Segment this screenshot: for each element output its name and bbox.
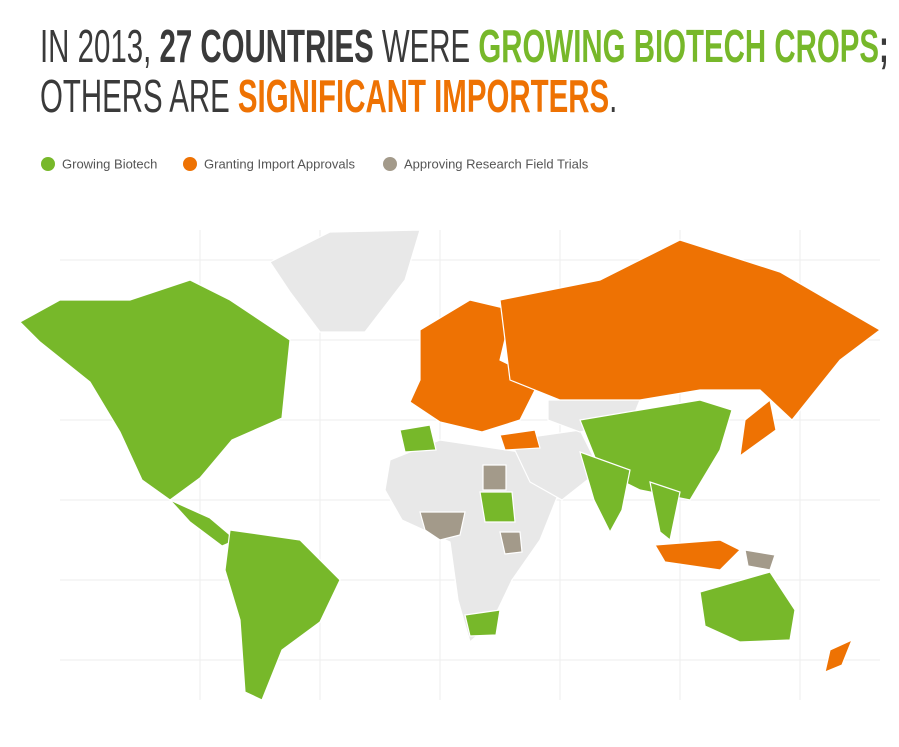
title-segment: WERE bbox=[374, 22, 479, 73]
southeast-asia bbox=[649, 481, 681, 542]
title-segment: OTHERS ARE bbox=[40, 72, 238, 123]
papua-new-guinea bbox=[744, 549, 776, 571]
title-segment: IN 2013, bbox=[40, 22, 159, 73]
title-line: IN 2013, 27 COUNTRIES WERE GROWING BIOTE… bbox=[40, 22, 889, 73]
legend-swatch bbox=[383, 157, 397, 171]
egypt bbox=[482, 464, 507, 491]
title-segment: . bbox=[609, 72, 617, 123]
central-america bbox=[169, 499, 238, 547]
title-segment: SIGNIFICANT IMPORTERS bbox=[238, 72, 609, 123]
north-america bbox=[19, 279, 291, 501]
title-line: OTHERS ARE SIGNIFICANT IMPORTERS. bbox=[40, 72, 617, 123]
legend-label: Granting Import Approvals bbox=[204, 156, 356, 171]
east-africa bbox=[499, 531, 523, 555]
title-segment: 27 COUNTRIES bbox=[159, 22, 373, 73]
title: IN 2013, 27 COUNTRIES WERE GROWING BIOTE… bbox=[40, 22, 889, 123]
legend-label: Growing Biotech bbox=[62, 156, 157, 171]
title-text: OTHERS ARE SIGNIFICANT IMPORTERS. bbox=[40, 72, 617, 123]
spain bbox=[399, 424, 437, 453]
west-africa bbox=[419, 511, 466, 541]
world-map bbox=[19, 229, 882, 701]
south-africa bbox=[464, 609, 501, 637]
europe bbox=[409, 299, 541, 433]
turkey bbox=[499, 429, 541, 451]
title-segment: ; bbox=[879, 22, 889, 73]
sudan bbox=[479, 491, 516, 523]
legend: Growing Biotech Granting Import Approvals… bbox=[41, 156, 589, 171]
japan bbox=[739, 398, 777, 458]
indonesia bbox=[653, 539, 742, 571]
legend-label: Approving Research Field Trials bbox=[404, 156, 589, 171]
legend-swatch bbox=[183, 157, 197, 171]
legend-swatch bbox=[41, 157, 55, 171]
title-text: IN 2013, 27 COUNTRIES WERE GROWING BIOTE… bbox=[40, 22, 889, 73]
new-zealand bbox=[824, 638, 854, 673]
australia bbox=[699, 571, 796, 643]
greenland bbox=[269, 229, 421, 333]
india bbox=[579, 451, 631, 534]
south-america bbox=[224, 529, 341, 701]
russia bbox=[499, 239, 882, 421]
title-segment: GROWING BIOTECH CROPS bbox=[478, 22, 879, 73]
